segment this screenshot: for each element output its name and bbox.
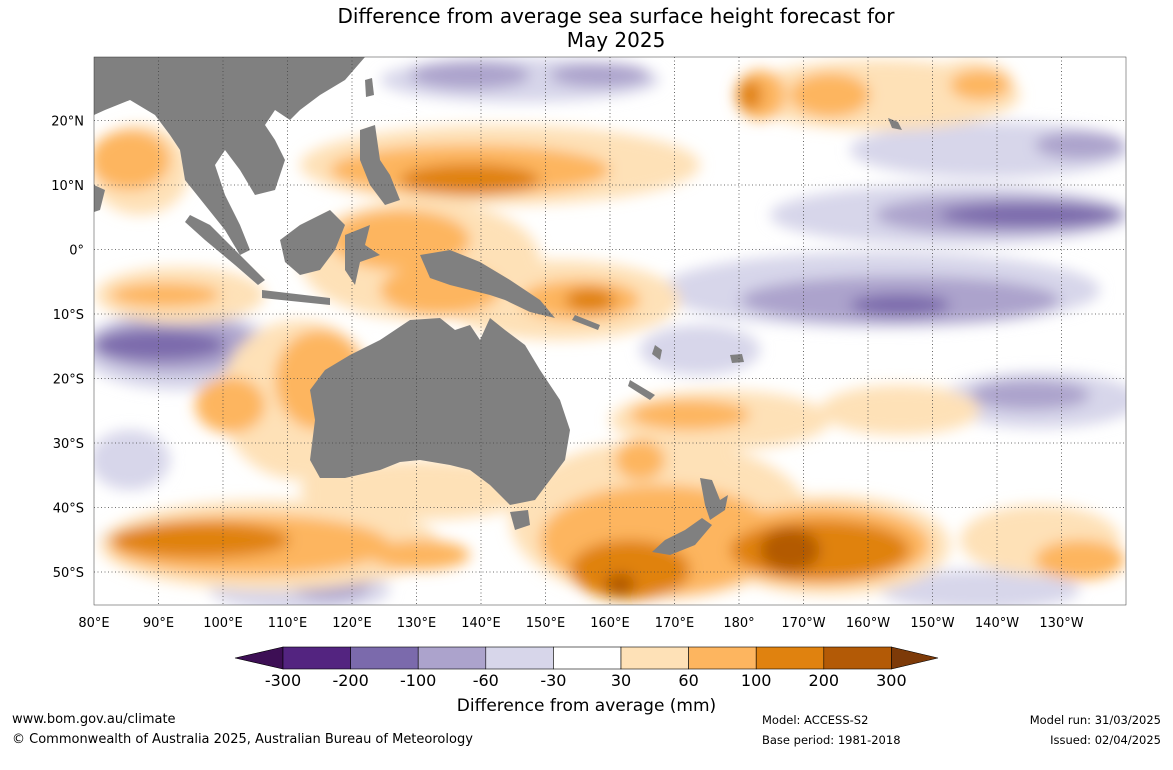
colorbar-tick-label: 300 (876, 671, 907, 690)
colorbar-segment (755, 646, 825, 670)
colorbar-tick-label: 200 (809, 671, 840, 690)
land-taiwan (365, 78, 374, 97)
lat-tick-label: 20°S (53, 373, 84, 388)
model-name: Model: ACCESS-S2 (762, 713, 869, 727)
land-hawaii (888, 118, 902, 130)
colorbar-tick-label: -30 (540, 671, 566, 690)
lat-tick-label: 10°S (53, 308, 84, 323)
colorbar-tick-label: 100 (741, 671, 772, 690)
land-vanuatu (652, 345, 662, 360)
land-tasmania (510, 510, 530, 530)
lat-tick-label: 20°N (51, 115, 84, 130)
lon-tick-label: 80°E (78, 616, 109, 631)
land-java (262, 290, 330, 305)
land-philippines (360, 125, 400, 205)
lon-tick-label: 160°E (590, 616, 630, 631)
colorbar-segment (485, 646, 554, 670)
land-asia-mainland (94, 57, 365, 255)
land-new-zealand-north (700, 478, 728, 520)
land-borneo (280, 210, 345, 275)
colorbar-tick-label: -100 (400, 671, 436, 690)
lon-tick-label: 170°W (781, 616, 825, 631)
copyright: © Commonwealth of Australia 2025, Austra… (12, 732, 473, 747)
lon-tick-label: 90°E (143, 616, 174, 631)
land-new-zealand-south (652, 518, 712, 555)
longitude-labels: 80°E 90°E 100°E 110°E 120°E 130°E 140°E 150°E 16… (78, 616, 1083, 631)
land-sulawesi (345, 225, 380, 285)
lon-tick-label: 110°E (268, 616, 308, 631)
colorbar-segment (417, 646, 487, 670)
land-fiji (730, 354, 744, 363)
graticule (94, 57, 1126, 605)
latitude-labels: 20°N 10°N 0° 10°S 20°S 30°S 40°S 50°S (51, 115, 84, 582)
issued-date: Issued: 02/04/2025 (1050, 733, 1161, 747)
lon-tick-label: 130°E (397, 616, 437, 631)
land-india-tip (94, 185, 105, 212)
lat-tick-label: 30°S (53, 437, 84, 452)
title-line-1: Difference from average sea surface heig… (337, 4, 895, 28)
lon-tick-label: 160°W (846, 616, 890, 631)
base-period: Base period: 1981-2018 (762, 733, 901, 747)
land-australia (310, 318, 570, 505)
colorbar-tick-label: -60 (473, 671, 499, 690)
colorbar-segment (350, 646, 419, 670)
colorbar-segment (688, 646, 757, 670)
colorbar-tick-label: 30 (611, 671, 631, 690)
lon-tick-label: 140°W (975, 616, 1019, 631)
lat-tick-label: 50°S (53, 566, 84, 581)
lon-tick-label: 120°E (332, 616, 372, 631)
colorbar-segment (620, 646, 689, 670)
colorbar-tick-label: -300 (265, 671, 301, 690)
colorbar-arrow-left (234, 646, 284, 670)
colorbar-segment (282, 646, 351, 670)
lon-tick-label: 150°E (526, 616, 566, 631)
colorbar-tick-label: -200 (332, 671, 368, 690)
lon-tick-label: 140°E (461, 616, 501, 631)
lon-tick-label: 100°E (203, 616, 243, 631)
land-sumatra (185, 215, 265, 285)
colorbar-tick-label: 60 (678, 671, 698, 690)
lon-tick-label: 180° (723, 616, 754, 631)
colorbar-arrow-right (891, 646, 939, 670)
land-new-caledonia (628, 380, 655, 400)
lon-tick-label: 130°W (1039, 616, 1083, 631)
land-new-guinea (420, 250, 555, 318)
map-title: Difference from average sea surface heig… (0, 4, 1173, 52)
colorbar-segment (823, 646, 892, 670)
lon-tick-label: 150°W (910, 616, 954, 631)
land-masses (94, 57, 902, 555)
lat-tick-label: 0° (69, 244, 84, 259)
lat-tick-label: 40°S (53, 502, 84, 517)
bom-url: www.bom.gov.au/climate (12, 712, 176, 727)
colorbar: -300 -200 -100 -60 -30 30 60 100 200 300 (234, 646, 939, 690)
lon-tick-label: 170°E (655, 616, 695, 631)
model-run: Model run: 31/03/2025 (1029, 713, 1161, 727)
title-line-2: May 2025 (566, 28, 666, 52)
land-solomon-islands (572, 315, 600, 330)
colorbar-segment (553, 646, 622, 670)
legend-title: Difference from average (mm) (456, 696, 717, 716)
lat-tick-label: 10°N (51, 179, 84, 194)
